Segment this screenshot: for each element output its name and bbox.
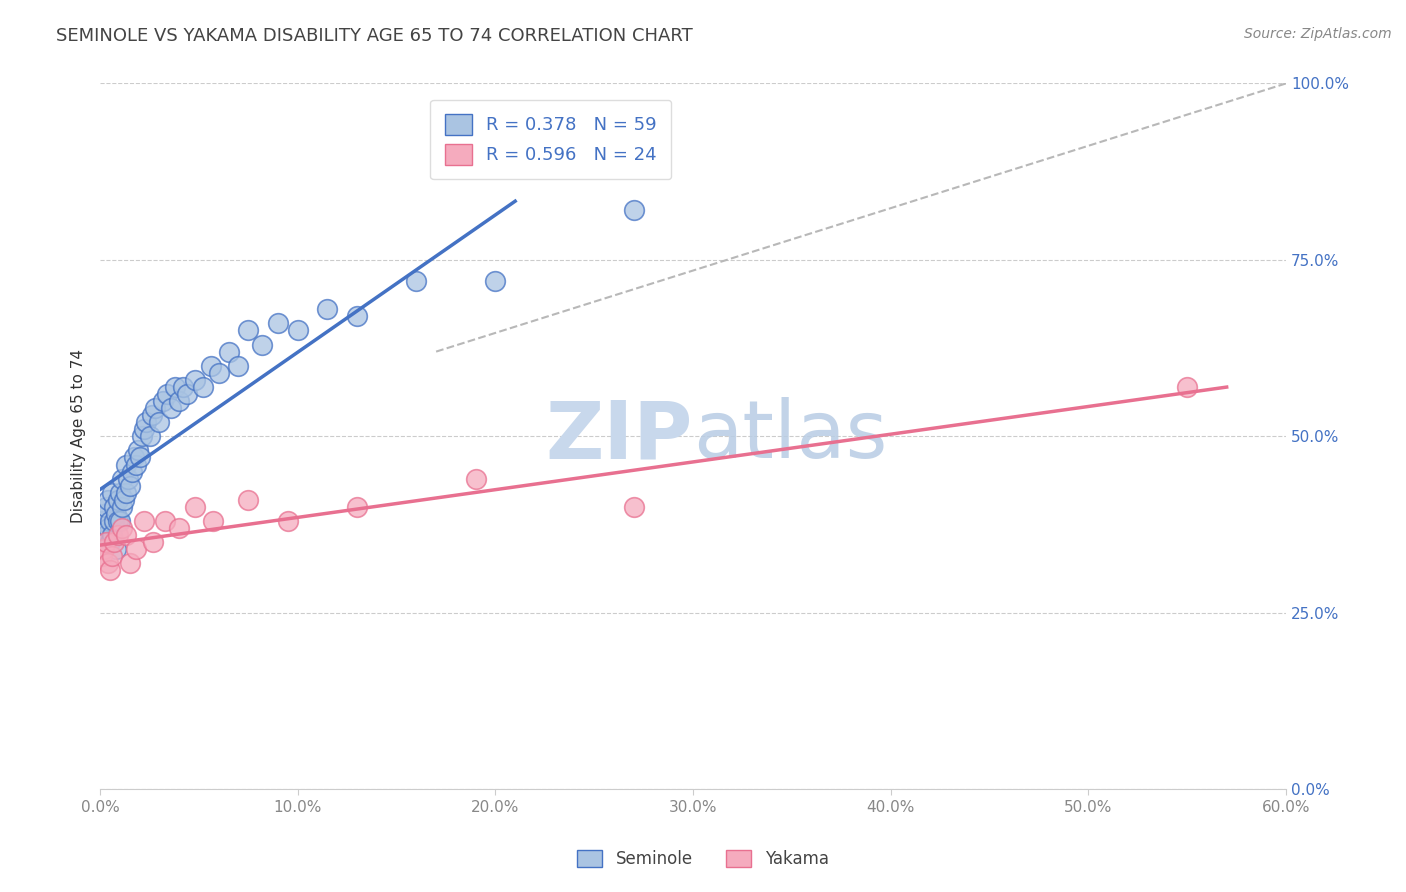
Point [118,557,141,571]
Point [107,492,129,507]
Point [167,394,190,409]
Point [200,359,222,373]
Point [108,514,131,528]
Point [97,557,120,571]
Point [91,549,114,564]
Point [141,408,163,422]
Point [107,528,129,542]
Point [111,521,134,535]
Y-axis label: Disability Age 65 to 74: Disability Age 65 to 74 [72,350,86,524]
Point [172,380,194,394]
Point [346,310,368,324]
Point [132,422,155,436]
Point [93,507,115,521]
Point [104,507,127,521]
Point [101,485,124,500]
Point [135,415,157,429]
Point [152,394,174,409]
Point [111,472,134,486]
Point [316,302,339,317]
Point [191,380,214,394]
Point [94,528,117,542]
Point [112,492,135,507]
Point [104,542,127,557]
Point [165,380,187,394]
Point [167,521,190,535]
Point [184,500,207,514]
Point [184,373,207,387]
Point [118,478,141,492]
Point [156,387,179,401]
Point [131,429,153,443]
Point [103,535,125,549]
Point [201,514,224,528]
Point [121,465,143,479]
Point [405,274,427,288]
Point [176,387,198,401]
Point [114,528,136,542]
Point [238,492,260,507]
Point [128,450,150,465]
Point [142,535,165,549]
Point [148,415,170,429]
Point [117,472,139,486]
Legend: Seminole, Yakama: Seminole, Yakama [571,843,835,875]
Point [101,528,124,542]
Point [114,458,136,472]
Point [238,323,260,337]
Text: Source: ZipAtlas.com: Source: ZipAtlas.com [1244,27,1392,41]
Point [250,337,273,351]
Point [484,274,506,288]
Point [125,458,148,472]
Point [93,542,115,557]
Point [114,485,136,500]
Point [98,563,121,577]
Point [97,492,120,507]
Point [287,323,309,337]
Point [145,401,167,415]
Text: ZIP: ZIP [546,397,693,475]
Point [98,535,121,549]
Point [127,443,149,458]
Point [346,500,368,514]
Point [125,542,148,557]
Point [155,514,177,528]
Point [623,500,645,514]
Point [267,317,290,331]
Point [464,472,486,486]
Point [94,535,117,549]
Point [107,514,129,528]
Point [208,366,231,380]
Point [97,521,120,535]
Point [228,359,250,373]
Point [103,514,125,528]
Point [132,514,155,528]
Point [1175,380,1198,394]
Point [101,549,124,564]
Legend: R = 0.378   N = 59, R = 0.596   N = 24: R = 0.378 N = 59, R = 0.596 N = 24 [430,100,671,179]
Point [94,500,117,514]
Text: SEMINOLE VS YAKAMA DISABILITY AGE 65 TO 74 CORRELATION CHART: SEMINOLE VS YAKAMA DISABILITY AGE 65 TO … [56,27,693,45]
Point [122,450,145,465]
Point [98,514,121,528]
Text: atlas: atlas [693,397,887,475]
Point [277,514,299,528]
Point [218,344,240,359]
Point [108,485,131,500]
Point [623,203,645,218]
Point [91,514,114,528]
Point [160,401,183,415]
Point [111,500,134,514]
Point [138,429,160,443]
Point [103,500,125,514]
